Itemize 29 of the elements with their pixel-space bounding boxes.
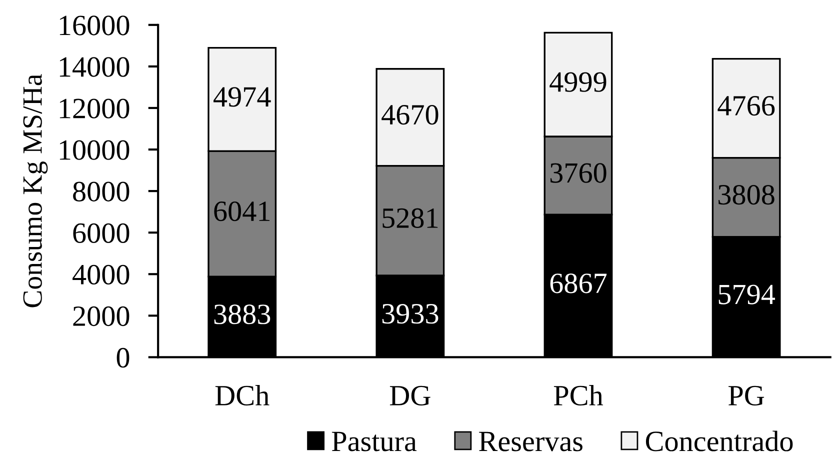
data-label: 5794 (718, 284, 776, 304)
data-label: 3760 (550, 163, 606, 183)
y-tick-label: 2000 (73, 306, 130, 326)
y-tick-label: 12000 (60, 98, 130, 118)
x-tick-label: PG (728, 386, 764, 406)
y-tick-label: 0 (116, 348, 130, 368)
x-tick-label: DG (390, 386, 430, 406)
data-label: 4974 (214, 87, 271, 107)
y-axis-title: Consumo Kg MS/Ha (23, 74, 48, 308)
data-label: 4999 (550, 72, 606, 92)
data-label: 3808 (718, 184, 774, 205)
y-tick-label: 14000 (60, 57, 130, 77)
x-tick-label: DCh (215, 384, 270, 406)
data-label: 3883 (214, 304, 270, 324)
x-tick-label: PCh (554, 384, 603, 406)
data-label: 6041 (214, 201, 270, 222)
legend-label: Reservas (479, 432, 582, 452)
data-label: 5281 (382, 208, 438, 228)
data-label: 4670 (382, 104, 438, 125)
legend-label: Concentrado (646, 430, 793, 452)
data-label: 3933 (382, 304, 438, 324)
y-tick-label: 16000 (60, 16, 130, 36)
y-tick-label: 10000 (60, 140, 130, 160)
data-label: 6867 (550, 274, 607, 294)
y-tick-label: 6000 (73, 223, 130, 243)
data-label: 4766 (718, 96, 775, 116)
y-tick-label: 8000 (73, 182, 130, 202)
legend-label: Pastura (332, 432, 417, 452)
y-tick-label: 4000 (72, 264, 130, 285)
